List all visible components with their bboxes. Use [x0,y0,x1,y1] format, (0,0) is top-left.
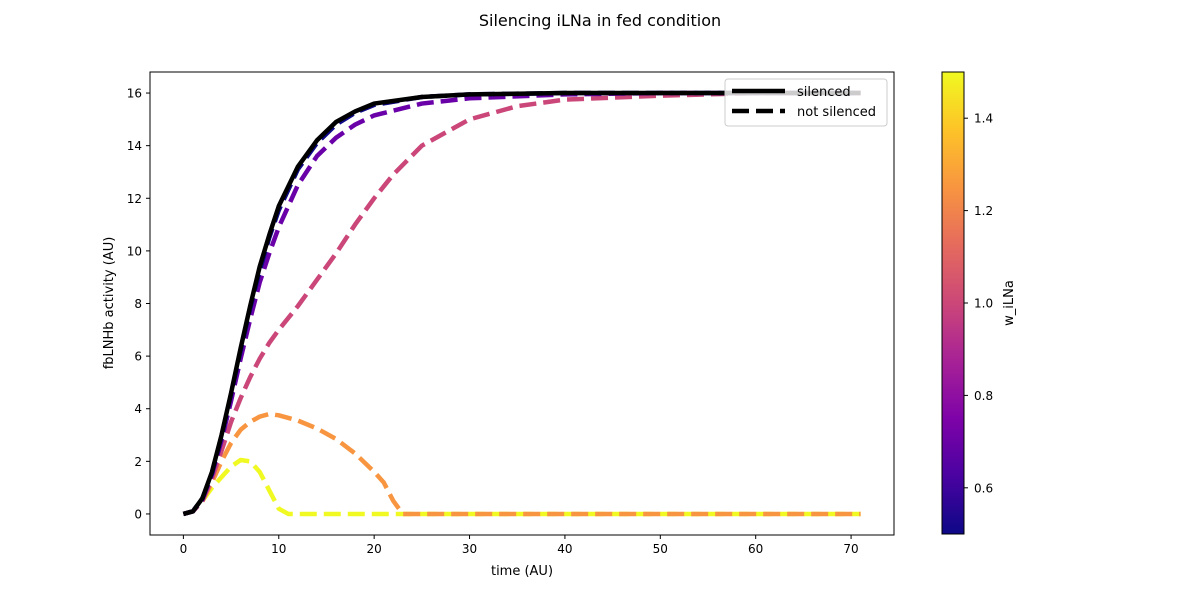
legend: silenced not silenced [724,78,888,127]
colorbar-label: w_iLNa [1002,280,1017,326]
y-tick-label: 12 [127,192,142,206]
legend-label-silenced: silenced [797,85,851,100]
x-tick-label: 60 [748,542,763,556]
y-tick-label: 6 [134,350,142,364]
y-axis-ticks: 0 2 4 6 8 10 12 14 16 [127,87,150,521]
y-tick-label: 0 [134,507,142,521]
colorbar-tick-label: 1.0 [974,297,993,311]
series-line-not-silenced [182,411,861,517]
x-tick-label: 30 [462,542,477,556]
series-line-silenced [182,90,861,517]
x-tick-label: 20 [367,542,382,556]
y-tick-label: 10 [127,244,142,258]
colorbar-tick-label: 0.8 [974,389,993,403]
series-layer [182,90,861,517]
y-tick-label: 14 [127,139,142,153]
series-line-not-silenced [182,90,861,517]
y-tick-label: 4 [134,402,142,416]
colorbar-tick-label: 0.6 [974,481,993,495]
series-line-not-silenced [182,90,861,517]
series-line-not-silenced [182,90,861,517]
legend-label-not-silenced: not silenced [797,105,876,120]
colorbar-tick-label: 1.4 [974,112,993,126]
series-line-not-silenced [182,457,861,517]
colorbar-tick-label: 1.2 [974,204,993,218]
y-tick-label: 16 [127,87,142,101]
x-axis-ticks: 0 10 20 30 40 50 60 70 [180,535,859,556]
x-tick-label: 0 [180,542,188,556]
colorbar-gradient [941,71,965,535]
x-tick-label: 10 [271,542,286,556]
x-axis-label: time (AU) [491,564,553,579]
chart-title: Silencing iLNa in fed condition [479,11,721,30]
plot-area-frame [149,71,895,536]
colorbar: 0.6 0.8 1.0 1.2 1.4 w_iLNa [941,71,1017,535]
colorbar-ticks: 0.6 0.8 1.0 1.2 1.4 [964,112,993,495]
x-tick-label: 70 [843,542,858,556]
y-tick-label: 8 [134,297,142,311]
x-tick-label: 40 [557,542,572,556]
y-axis-label: fbLNHb activity (AU) [102,237,117,370]
x-tick-label: 50 [653,542,668,556]
y-tick-label: 2 [134,455,142,469]
